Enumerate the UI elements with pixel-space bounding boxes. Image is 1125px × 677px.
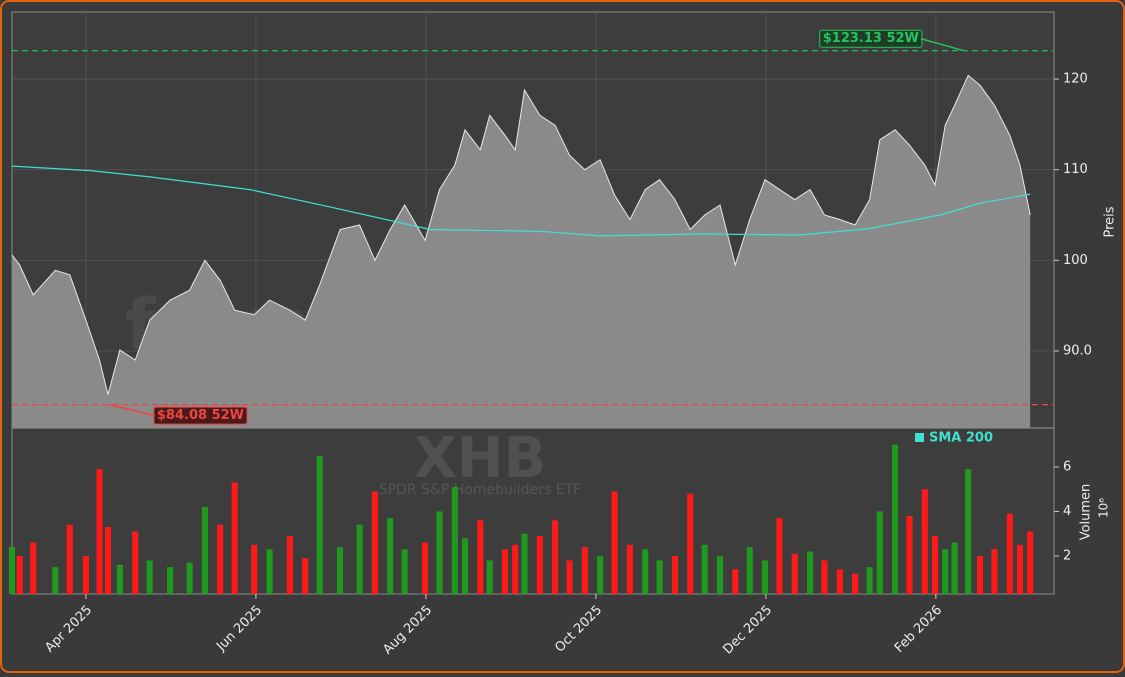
subtitle-watermark: SPDR S&P Homebuilders ETF [379,482,581,498]
annotation-label: $123.13 52W [823,31,919,46]
volume-bar [687,493,694,594]
volume-bar [965,469,972,594]
sma-line [11,165,1031,237]
volume-bar [8,547,16,594]
volume-bar [597,555,604,594]
volume-bar [66,524,73,594]
volume-bar [251,544,258,594]
y2-axis-label: Volumen [1079,484,1094,541]
volume-bar [167,567,174,594]
y2-tick-label: 4 [1063,504,1071,519]
volume-bar [876,511,883,594]
volume-bar [401,549,408,594]
y2-axis-unit: 10⁶ [1097,498,1111,518]
volume-bar [866,567,873,594]
volume-bar [521,533,528,594]
volume-bar [852,573,859,594]
volume-bar [836,569,843,594]
volume-bar [461,538,469,594]
volume-bar [16,555,23,594]
y-tick-label: 110 [1063,162,1088,177]
volume-bar [991,549,998,594]
volume-bar [921,489,928,594]
volume-bar [96,469,103,594]
volume-bar [217,524,224,594]
volume-bar [486,560,493,594]
volume-bar [906,515,913,594]
volume-bar [552,520,559,594]
legend-label: SMA 200 [929,431,993,446]
volume-bar [626,544,633,594]
volume-bar [30,542,37,594]
annotation-arrow [920,37,965,52]
volume-bar [892,444,899,594]
volume-bar [337,547,344,594]
volume-bar [286,535,293,594]
volume-bar [266,549,273,594]
volume-bar [746,547,753,594]
volume-bar [1006,513,1013,594]
volume-bar [436,511,443,594]
volume-bar [566,560,573,594]
volume-bar [976,555,984,594]
volume-bar [371,491,378,594]
volume-bar [1016,544,1024,594]
volume-bar [732,569,739,594]
symbol-watermark: XHB [414,426,547,491]
volume-bar [536,535,543,594]
volume-bar [132,531,139,594]
volume-bar [931,535,939,594]
annotation-label: $84.08 52W [157,408,244,423]
volume-bar [761,560,769,594]
price-area [12,75,1031,429]
volume-bar [611,491,618,594]
volume-bar [807,551,814,594]
volume-bar [671,555,678,594]
volume-bar [581,547,588,594]
volume-bar [316,455,323,594]
volume-bar [201,506,208,594]
volume-bar [302,558,309,594]
volume-bar [951,542,958,594]
legend-swatch [915,433,924,442]
volume-bar [52,567,59,594]
volume-bar [791,553,798,594]
volume-bar [116,564,123,594]
volume-bar [356,524,363,594]
annotation-arrow [108,403,156,417]
volume-bar [642,549,649,594]
volume-bar [387,518,394,594]
y-tick-label: 100 [1063,253,1088,268]
volume-bar [231,482,238,594]
y-tick-label: 90.0 [1063,343,1092,358]
volume-bar [776,518,783,594]
y2-tick-label: 6 [1063,459,1071,474]
volume-bar [512,544,519,594]
volume-bar [104,527,112,594]
volume-bar [146,560,153,594]
y2-tick-label: 2 [1063,548,1071,563]
volume-bar [186,562,193,594]
volume-bar [477,520,484,594]
y-axis-label: Preis [1103,206,1118,237]
volume-bar [82,555,90,594]
volume-bar [451,486,458,594]
volume-bar [422,542,429,594]
volume-bar [716,555,724,594]
volume-bar [1027,531,1034,594]
volume-bar [501,549,509,594]
y-tick-label: 120 [1063,72,1088,87]
volume-bar [701,544,708,594]
volume-bar [656,560,663,594]
volume-bar [821,560,828,594]
price-line [11,74,1031,395]
volume-bar [942,549,949,594]
